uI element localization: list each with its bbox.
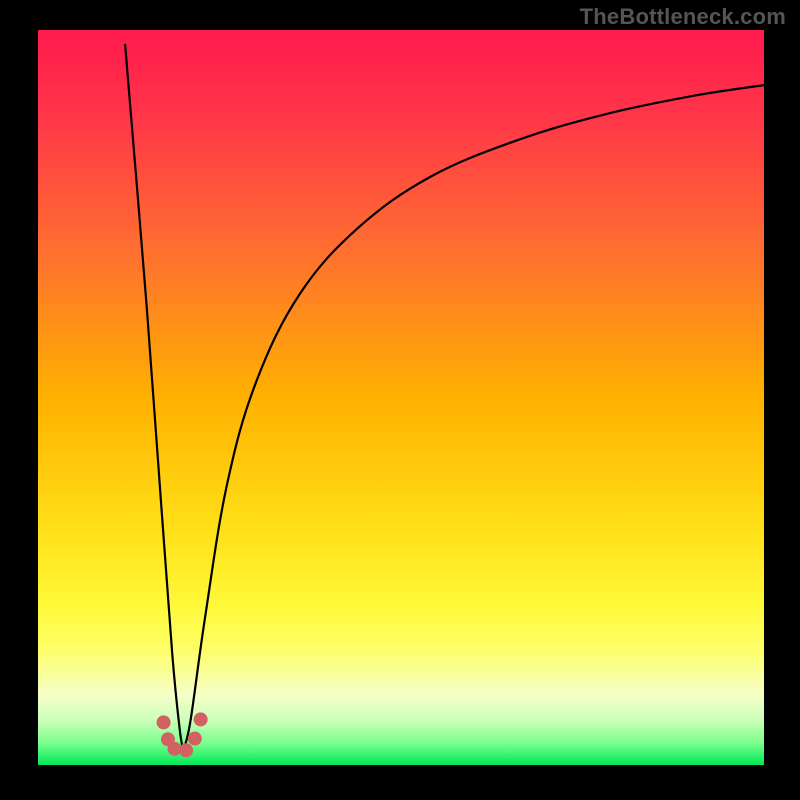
valley-marker (188, 732, 202, 746)
page-root: TheBottleneck.com (0, 0, 800, 800)
valley-marker (194, 712, 208, 726)
watermark-text: TheBottleneck.com (580, 4, 786, 30)
valley-marker (157, 715, 171, 729)
valley-marker (179, 743, 193, 757)
bottleneck-chart (0, 0, 800, 800)
chart-background (38, 30, 764, 765)
